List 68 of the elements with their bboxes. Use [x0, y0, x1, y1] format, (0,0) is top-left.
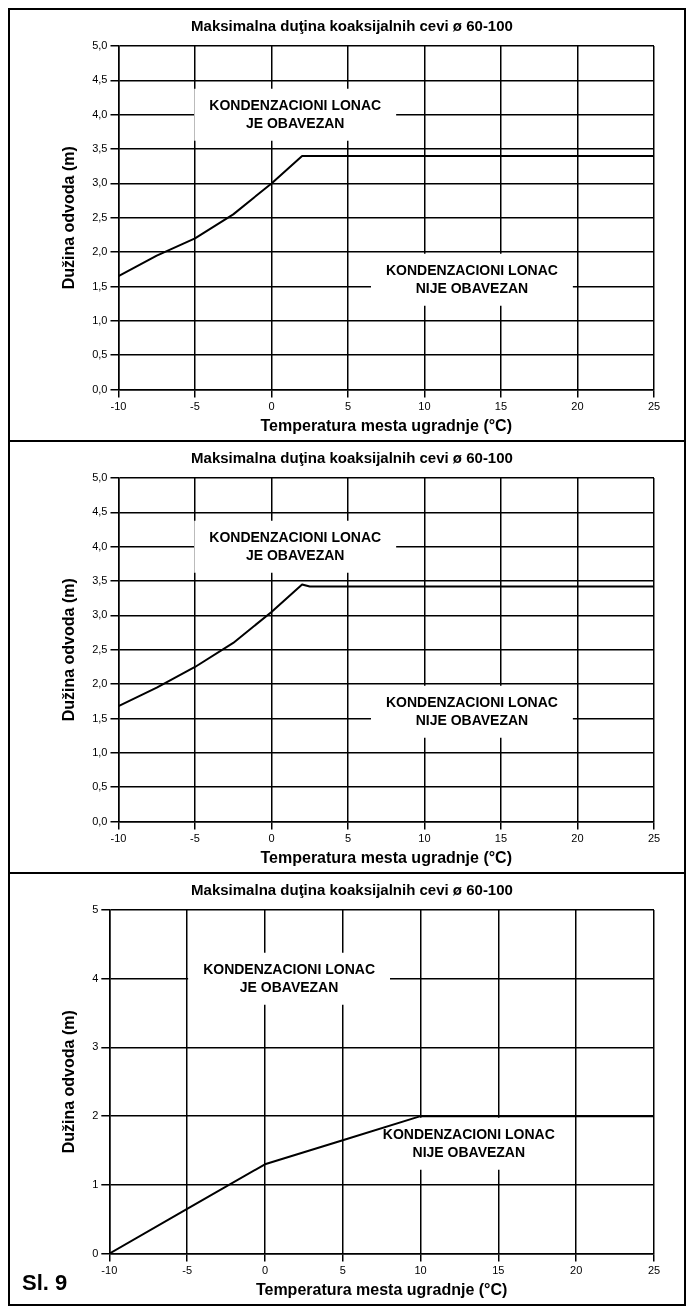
x-tick-label: 15: [492, 1264, 505, 1277]
x-tick-label: 0: [268, 832, 275, 845]
x-tick-label: 25: [647, 400, 661, 413]
chart-title: Maksimalna duţina koaksijalnih cevi ø 60-100: [191, 449, 513, 467]
x-tick-label: 25: [647, 1264, 661, 1277]
y-axis-title: Dužina odvoda (m): [60, 146, 78, 290]
y-tick-label: 5,0: [92, 471, 108, 484]
y-tick-label: 3,0: [92, 608, 108, 621]
annotation: KONDENZACIONI LONAC NIJE OBAVEZAN: [382, 1125, 555, 1160]
x-tick-label: -10: [110, 400, 127, 413]
x-axis-title: Temperatura mesta ugradnje (°C): [260, 416, 512, 434]
x-tick-label: 20: [571, 400, 584, 413]
y-tick-label: 3: [92, 1040, 99, 1053]
y-tick-label: 4,0: [92, 107, 108, 120]
y-tick-label: 0,5: [92, 780, 108, 793]
x-tick-label: 10: [414, 1264, 427, 1277]
y-tick-label: 0,0: [92, 382, 108, 395]
x-tick-label: 0: [268, 400, 275, 413]
y-tick-label: 1,0: [92, 745, 108, 758]
y-tick-label: 2: [92, 1109, 99, 1122]
y-axis-title: Dužina odvoda (m): [60, 1010, 78, 1154]
x-tick-label: -10: [101, 1264, 118, 1277]
x-tick-label: 20: [571, 832, 584, 845]
x-tick-label: 5: [339, 1264, 346, 1277]
chart-title: Maksimalna duţina koaksijalnih cevi ø 60-100: [191, 881, 513, 899]
x-tick-label: 10: [418, 400, 431, 413]
x-tick-label: 5: [344, 400, 352, 413]
y-tick-label: 5,0: [92, 39, 108, 52]
y-tick-label: 0,0: [92, 814, 108, 827]
y-tick-label: 3,5: [92, 142, 108, 155]
y-tick-label: 4,0: [92, 539, 108, 552]
y-tick-label: 3,0: [92, 176, 108, 189]
text: Sl. 9: [22, 1270, 68, 1296]
y-tick-label: 1,5: [92, 279, 108, 292]
x-tick-label: 5: [344, 832, 352, 845]
y-axis-title: Dužina odvoda (m): [60, 578, 78, 722]
chart-title: Maksimalna duţina koaksijalnih cevi ø 60-100: [191, 17, 513, 35]
x-tick-label: 15: [494, 400, 508, 413]
y-tick-label: 2,5: [92, 210, 108, 223]
x-axis-title: Temperatura mesta ugradnje (°C): [260, 848, 512, 866]
x-tick-label: -5: [190, 400, 200, 413]
x-tick-label: 10: [418, 832, 431, 845]
y-tick-label: 0: [92, 1246, 99, 1259]
x-tick-label: 0: [261, 1264, 268, 1277]
annotation: KONDENZACIONI LONAC NIJE OBAVEZAN: [385, 261, 558, 296]
annotation: KONDENZACIONI LONAC JE OBAVEZAN: [209, 528, 382, 563]
x-tick-label: -5: [190, 832, 200, 845]
x-tick-label: -5: [182, 1264, 193, 1277]
y-tick-label: 2,0: [92, 245, 108, 258]
annotation: KONDENZACIONI LONAC JE OBAVEZAN: [209, 96, 382, 131]
annotation: KONDENZACIONI LONAC NIJE OBAVEZAN: [385, 693, 558, 728]
y-tick-label: 2,0: [92, 677, 108, 690]
y-tick-label: 1: [92, 1177, 99, 1190]
x-axis-title: Temperatura mesta ugradnje (°C): [255, 1280, 508, 1298]
y-tick-label: 4,5: [92, 505, 108, 518]
y-tick-label: 0,5: [92, 348, 108, 361]
y-tick-label: 3,5: [92, 574, 108, 587]
y-tick-label: 4,5: [92, 73, 108, 86]
x-tick-label: -10: [110, 832, 127, 845]
y-tick-label: 1,5: [92, 711, 108, 724]
annotation: KONDENZACIONI LONAC JE OBAVEZAN: [203, 960, 376, 995]
y-tick-label: 2,5: [92, 642, 108, 655]
y-tick-label: 4: [92, 971, 99, 984]
x-tick-label: 15: [494, 832, 508, 845]
x-tick-label: 25: [647, 832, 661, 845]
x-tick-label: 20: [570, 1264, 583, 1277]
y-tick-label: 1,0: [92, 313, 108, 326]
y-tick-label: 5: [92, 903, 99, 916]
